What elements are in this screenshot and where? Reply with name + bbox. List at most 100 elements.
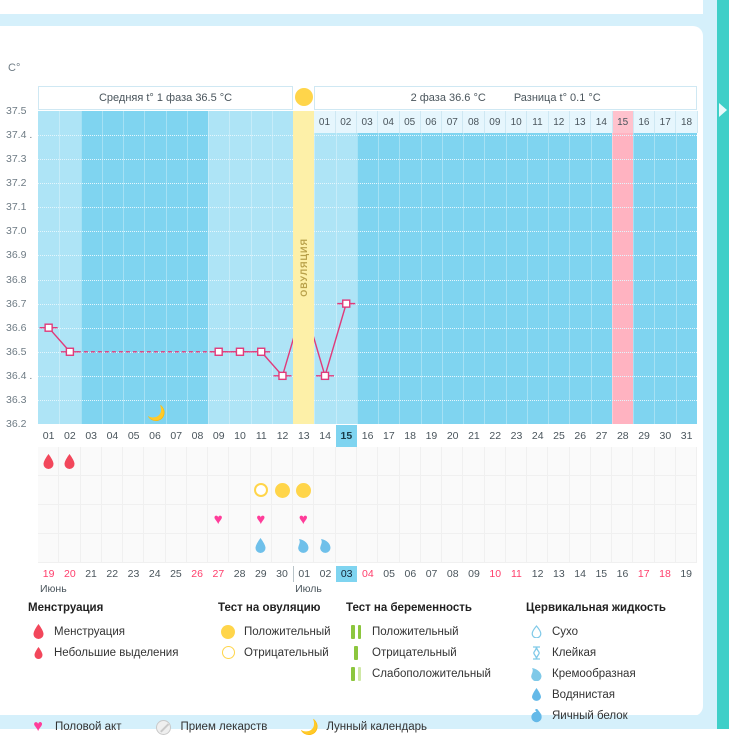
ovulation-positive-icon[interactable] — [295, 482, 311, 498]
symbol-cell[interactable] — [166, 476, 187, 504]
x-axis-day[interactable]: 11 — [255, 430, 267, 442]
calendar-date-cell[interactable]: 03 — [336, 566, 358, 582]
symbol-cell[interactable] — [570, 505, 591, 533]
symbol-cell[interactable] — [251, 476, 272, 504]
symbol-cell[interactable] — [336, 534, 357, 562]
x-axis-day[interactable]: 28 — [616, 430, 629, 442]
symbol-cell[interactable] — [229, 534, 251, 562]
symbol-cell[interactable] — [612, 476, 634, 504]
symbol-cell[interactable]: ♥ — [251, 505, 272, 533]
symbol-cell[interactable] — [251, 534, 272, 562]
phase2-day-cell[interactable]: 04 — [378, 111, 400, 133]
x-axis-day[interactable]: 03 — [85, 430, 97, 442]
symbol-cell[interactable] — [187, 534, 209, 562]
symbol-cell[interactable] — [314, 476, 336, 504]
symbol-cell[interactable] — [591, 534, 613, 562]
x-axis-day[interactable]: 04 — [106, 430, 119, 442]
calendar-date-cell[interactable]: 19 — [42, 568, 55, 580]
calendar-date-cell[interactable]: 26 — [191, 568, 203, 580]
symbol-cell[interactable] — [314, 505, 336, 533]
symbol-cell[interactable] — [506, 476, 528, 504]
symbol-cell[interactable] — [187, 447, 209, 475]
temperature-point-marker[interactable] — [214, 347, 223, 356]
x-axis-day[interactable]: 18 — [404, 430, 416, 442]
calendar-date-cell[interactable]: 15 — [595, 568, 608, 580]
symbol-cell[interactable] — [102, 447, 124, 475]
symbol-cell[interactable] — [144, 505, 166, 533]
symbol-cell[interactable] — [208, 534, 230, 562]
x-axis-day[interactable]: 07 — [170, 430, 183, 442]
symbol-cell[interactable] — [612, 447, 634, 475]
symbol-cell[interactable] — [527, 534, 549, 562]
symbol-cell[interactable] — [166, 447, 187, 475]
calendar-date-cell[interactable]: 07 — [425, 568, 438, 580]
phase2-day-cell[interactable]: 16 — [633, 111, 656, 133]
creamy-drop-icon[interactable] — [319, 538, 331, 558]
symbol-cell[interactable] — [485, 447, 506, 475]
symbol-cell[interactable] — [102, 505, 124, 533]
temperature-point-marker[interactable] — [257, 347, 266, 356]
calendar-date-cell[interactable]: 25 — [170, 568, 182, 580]
symbol-cell[interactable] — [612, 505, 634, 533]
symbol-cell[interactable] — [357, 534, 379, 562]
symbol-cell[interactable] — [123, 476, 145, 504]
heart-icon[interactable]: ♥ — [213, 510, 223, 528]
legend-item[interactable]: Отрицательный — [218, 642, 331, 663]
symbol-cell[interactable] — [485, 534, 506, 562]
legend-item[interactable]: ♥ Половой акт — [28, 719, 121, 735]
temperature-point-marker[interactable] — [342, 299, 351, 308]
symbol-cell[interactable] — [421, 534, 443, 562]
symbol-cell[interactable] — [378, 534, 400, 562]
symbol-cell[interactable] — [272, 534, 294, 562]
symbol-cell[interactable] — [187, 476, 209, 504]
symbol-cell[interactable] — [293, 447, 315, 475]
symbol-cell[interactable] — [400, 447, 421, 475]
symbol-cell[interactable] — [102, 534, 124, 562]
symbol-cell[interactable] — [570, 476, 591, 504]
phase2-day-cell[interactable]: 01 — [314, 111, 336, 133]
legend-item[interactable]: Яичный белок — [526, 705, 666, 726]
symbol-cell[interactable] — [548, 505, 570, 533]
x-axis-day[interactable]: 05 — [127, 430, 140, 442]
calendar-date-cell[interactable]: 11 — [510, 568, 522, 580]
phase2-day-cell[interactable]: 02 — [335, 111, 357, 133]
calendar-date-cell[interactable]: 14 — [574, 568, 586, 580]
symbol-cell[interactable] — [633, 447, 655, 475]
symbol-cell[interactable] — [229, 447, 251, 475]
x-axis-day[interactable]: 16 — [361, 430, 374, 442]
symbol-cell[interactable] — [251, 447, 272, 475]
legend-item[interactable]: Небольшие выделения — [28, 642, 178, 663]
symbol-cell[interactable] — [314, 447, 336, 475]
heart-icon[interactable]: ♥ — [298, 510, 308, 528]
calendar-date-cell[interactable]: 02 — [319, 568, 332, 580]
symbol-cell[interactable] — [229, 505, 251, 533]
calendar-date-cell[interactable]: 08 — [446, 568, 459, 580]
symbol-cell[interactable] — [442, 534, 464, 562]
legend-item[interactable]: Кремообразная — [526, 663, 666, 684]
symbol-cell[interactable] — [336, 505, 357, 533]
phase2-day-cell[interactable]: 15 — [612, 111, 634, 133]
phase2-day-cell[interactable]: 11 — [527, 111, 549, 133]
phase2-day-cell[interactable]: 18 — [676, 111, 698, 133]
calendar-date-cell[interactable]: 20 — [63, 568, 76, 580]
symbol-cell[interactable] — [527, 505, 549, 533]
symbol-cell[interactable] — [548, 447, 570, 475]
phase2-day-cell[interactable]: 06 — [420, 111, 443, 133]
symbol-cell[interactable] — [357, 447, 379, 475]
calendar-date-cell[interactable]: 29 — [254, 568, 267, 580]
calendar-date-cell[interactable]: 19 — [680, 568, 693, 580]
symbol-cell[interactable] — [527, 476, 549, 504]
symbol-cell[interactable] — [676, 447, 698, 475]
calendar-date-cell[interactable]: 21 — [85, 568, 97, 580]
symbol-cell[interactable] — [676, 534, 698, 562]
symbol-cell[interactable] — [442, 505, 464, 533]
symbol-cell[interactable] — [485, 476, 506, 504]
temperature-point-marker[interactable] — [320, 371, 330, 381]
symbol-cell[interactable] — [59, 505, 81, 533]
symbol-cell[interactable] — [59, 534, 81, 562]
phase2-day-cell[interactable]: 09 — [484, 111, 507, 133]
calendar-date-cell[interactable]: 10 — [489, 568, 502, 580]
legend-item[interactable]: Клейкая — [526, 642, 666, 663]
legend-item[interactable]: Прием лекарств — [153, 719, 267, 735]
symbol-cell[interactable] — [570, 534, 591, 562]
